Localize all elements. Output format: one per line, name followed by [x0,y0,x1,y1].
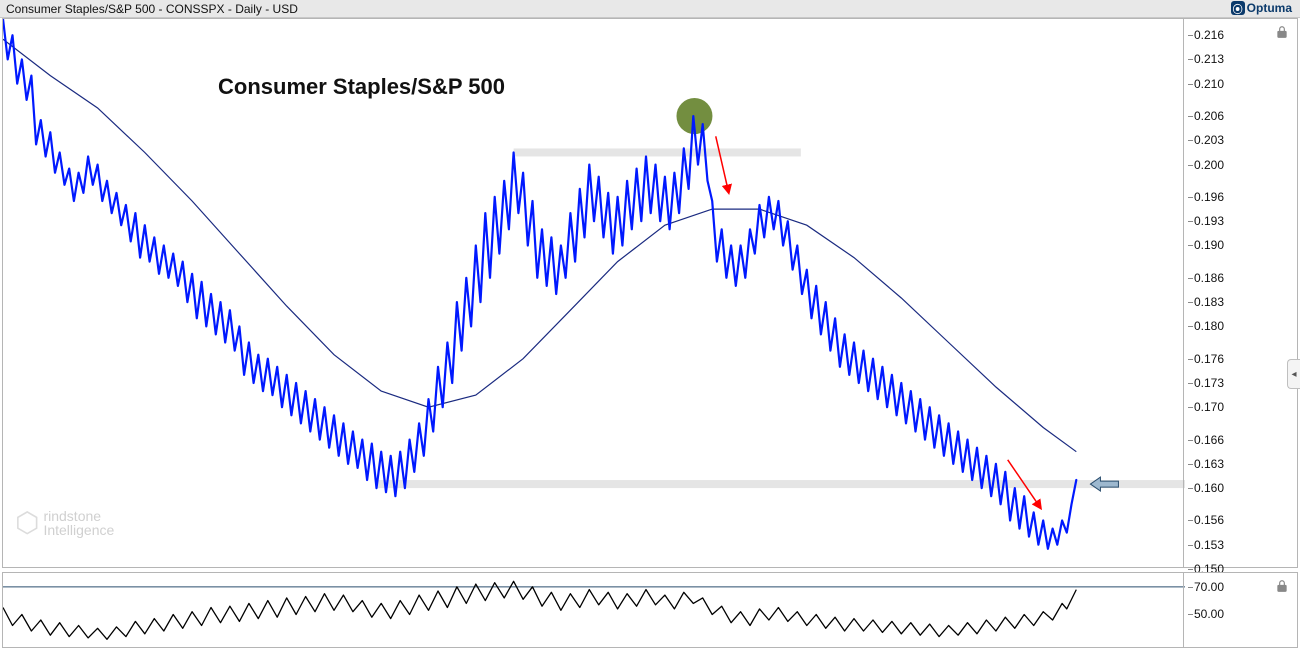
y-tick-label: 0.163 [1194,457,1224,471]
y-tick-label: 0.176 [1194,352,1224,366]
expand-tab-button[interactable]: ◂ [1287,359,1300,389]
y-tick-label: 0.216 [1194,28,1224,42]
y-tick-label: 0.183 [1194,295,1224,309]
y-tick-label: 0.213 [1194,52,1224,66]
y-tick-label: 0.186 [1194,271,1224,285]
brand-badge-icon: ⦿ [1231,1,1245,15]
y-tick-label: 70.00 [1194,580,1224,594]
y-tick-label: 0.200 [1194,158,1224,172]
watermark-hex-icon: ⬡ [15,516,39,530]
y-tick-label: 0.170 [1194,400,1224,414]
watermark-logo: ⬡ rindstone Intelligence [15,509,114,537]
chart-title-text: Consumer Staples/S&P 500 - CONSSPX - Dai… [6,2,298,16]
y-tick-label: 0.206 [1194,109,1224,123]
y-tick-label: 0.193 [1194,214,1224,228]
chart-annotation-title: Consumer Staples/S&P 500 [218,74,505,100]
main-price-panel[interactable]: Consumer Staples/S&P 500 ⬡ rindstone Int… [2,18,1298,568]
y-tick-label: 0.166 [1194,433,1224,447]
brand-logo: ⦿ Optuma [1231,1,1292,15]
y-tick-label: 0.153 [1194,538,1224,552]
sub-indicator-panel[interactable]: 70.00 50.00 [2,572,1298,648]
y-tick-label: 0.180 [1194,319,1224,333]
chart-title-bar: Consumer Staples/S&P 500 - CONSSPX - Dai… [0,0,1300,18]
y-tick-label: 0.210 [1194,77,1224,91]
main-y-axis: 0.216 0.213 0.210 0.206 0.203 0.200 0.196 0.193… [1183,19,1297,567]
sub-plot-svg [3,573,1185,649]
y-tick-label: 0.160 [1194,481,1224,495]
main-plot-svg [3,19,1185,569]
y-tick-label: 0.156 [1194,513,1224,527]
watermark-line2: Intelligence [43,522,114,538]
lock-icon[interactable] [1275,25,1289,39]
y-tick-label: 0.203 [1194,133,1224,147]
brand-name: Optuma [1247,1,1292,15]
y-tick-label: 0.196 [1194,190,1224,204]
y-tick-label: 0.173 [1194,376,1224,390]
sub-y-axis: 70.00 50.00 [1183,573,1297,647]
y-tick-label: 0.190 [1194,238,1224,252]
y-tick-label: 50.00 [1194,607,1224,621]
lock-icon[interactable] [1275,579,1289,593]
